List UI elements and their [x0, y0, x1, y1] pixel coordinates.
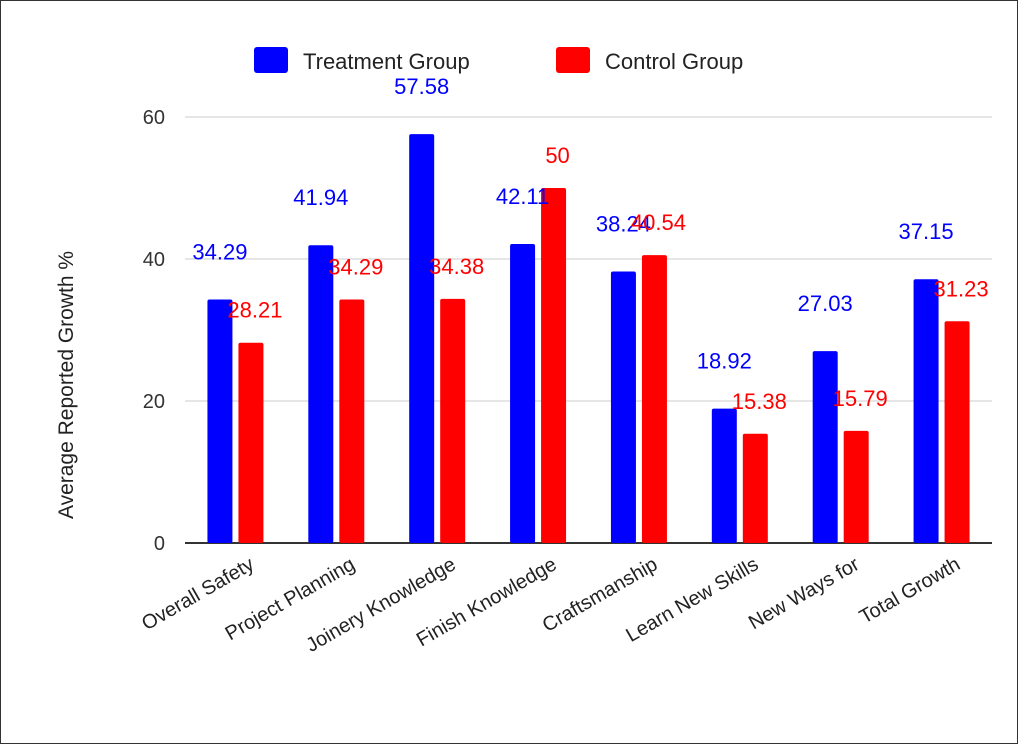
y-tick-label: 60: [143, 107, 165, 129]
data-label-treatment: 38.24: [596, 211, 651, 236]
bar-treatment: [207, 299, 233, 543]
bar-control: [339, 299, 365, 543]
legend-label: Control Group: [605, 49, 743, 74]
bar-control: [944, 321, 970, 543]
legend-swatch: [556, 47, 590, 73]
data-label-treatment: 41.94: [293, 185, 348, 210]
data-label-treatment: 18.92: [697, 349, 752, 374]
data-label-control: 40.54: [631, 210, 686, 235]
bar-control: [541, 188, 567, 543]
data-label-control: 15.79: [833, 386, 888, 411]
gridlines: [185, 116, 992, 544]
data-label-treatment: 57.58: [394, 74, 449, 99]
bar-treatment: [510, 244, 536, 544]
bar-treatment: [409, 134, 435, 543]
bar-control: [843, 430, 869, 543]
bar-treatment: [308, 245, 334, 543]
data-label-control: 34.38: [429, 254, 484, 279]
bar-treatment: [913, 279, 939, 543]
bar-control: [641, 255, 667, 543]
legend-label: Treatment Group: [303, 49, 470, 74]
y-tick-label: 0: [154, 533, 165, 555]
bars: [207, 134, 970, 544]
data-label-control: 34.29: [328, 255, 383, 280]
data-label-control: 28.21: [227, 298, 282, 323]
data-label-treatment: 37.15: [899, 219, 954, 244]
y-axis-label: Average Reported Growth %: [55, 251, 78, 519]
bar-control: [440, 298, 466, 543]
bar-control: [238, 342, 264, 543]
bar-control: [742, 433, 768, 543]
bar-treatment: [711, 408, 737, 543]
bar-treatment: [812, 351, 838, 543]
data-label-control: 50: [545, 143, 569, 168]
x-tick-label: New Ways for: [745, 553, 863, 634]
y-tick-label: 40: [143, 249, 165, 271]
data-label-treatment: 27.03: [798, 291, 853, 316]
data-labels: 34.29 28.21 41.94 34.29 57.58 34.38 42.11 50 38.…: [192, 74, 988, 414]
legend-swatch: [254, 47, 288, 73]
bar-treatment: [610, 271, 636, 543]
x-tick-label: Total Growth: [856, 553, 964, 628]
y-axis-ticks: 0 20 40 60: [143, 107, 165, 555]
data-label-treatment: 34.29: [192, 240, 247, 265]
data-label-treatment: 42.11: [496, 184, 549, 209]
legend: Treatment Group Control Group: [254, 47, 743, 74]
data-label-control: 15.38: [732, 389, 787, 414]
y-tick-label: 20: [143, 391, 165, 413]
data-label-control: 31.23: [934, 276, 989, 301]
